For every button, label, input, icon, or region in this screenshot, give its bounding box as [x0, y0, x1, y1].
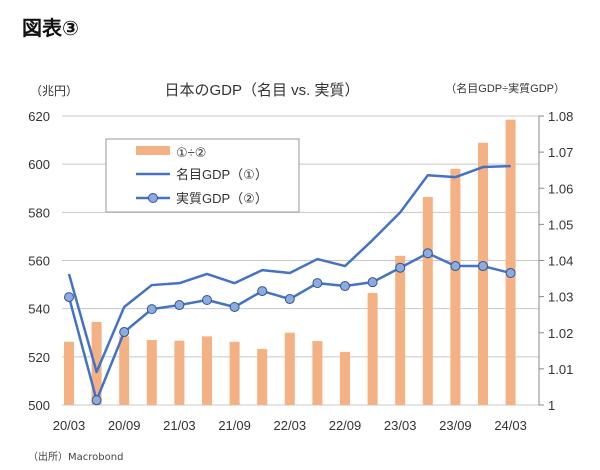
ratio-bar: [505, 119, 516, 406]
real-gdp-marker: [478, 261, 488, 272]
real-gdp-marker: [257, 286, 268, 297]
left-tick-label: 580: [28, 205, 50, 220]
real-gdp-marker: [64, 292, 74, 303]
x-tick-label: 20/03: [53, 418, 86, 433]
x-tick-label: 20/09: [108, 418, 141, 433]
ratio-bar: [146, 339, 157, 405]
source-note: （出所）Macrobond: [28, 452, 124, 463]
x-tick-label: 23/03: [384, 418, 417, 433]
right-tick-label: 1.02: [548, 326, 573, 341]
real-gdp-marker: [340, 281, 350, 292]
ratio-bar: [119, 336, 130, 405]
right-tick-label: 1.03: [548, 290, 573, 305]
right-tick-label: 1: [548, 398, 555, 413]
left-tick-label: 500: [28, 398, 50, 413]
chart-title: 日本のGDP（名目 vs. 実質）: [164, 81, 359, 99]
left-tick-label: 600: [28, 157, 50, 172]
legend-box: [105, 138, 300, 213]
real-gdp-marker: [312, 278, 323, 289]
legend-real-marker: [148, 193, 158, 203]
ratio-bar: [257, 349, 268, 405]
real-gdp-marker: [395, 262, 406, 273]
right-tick-label: 1.08: [548, 109, 573, 124]
legend-label-ratio: ①÷②: [176, 145, 206, 160]
x-tick-label: 21/03: [163, 418, 196, 433]
real-gdp-marker: [229, 301, 240, 312]
ratio-bar: [450, 168, 461, 405]
x-tick-label: 24/03: [494, 418, 527, 433]
ratio-bar: [284, 332, 295, 405]
ratio-bar: [367, 293, 378, 405]
real-gdp-marker: [367, 277, 378, 288]
real-gdp-marker: [422, 248, 433, 259]
real-gdp-marker: [505, 268, 516, 279]
right-tick-label: 1.07: [548, 145, 573, 160]
ratio-bar: [312, 341, 323, 405]
right-tick-label: 1.06: [548, 181, 573, 196]
real-gdp-marker: [450, 261, 461, 272]
left-tick-label: 620: [28, 109, 50, 124]
legend: ①÷② 名目GDP（①） 実質GDP（②）: [105, 138, 300, 213]
left-tick-label: 520: [28, 350, 50, 365]
x-tick-label: 23/09: [439, 418, 472, 433]
ratio-bar: [229, 341, 240, 405]
x-tick-label: 21/09: [218, 418, 251, 433]
ratio-bar: [395, 255, 406, 405]
right-tick-label: 1.05: [548, 217, 573, 232]
real-gdp-marker: [202, 294, 212, 305]
real-gdp-marker: [91, 395, 102, 406]
ratio-bar: [340, 351, 350, 405]
nominal-gdp-line: [67, 164, 511, 374]
legend-bar-swatch: [136, 146, 170, 155]
ratio-bar: [478, 142, 488, 406]
real-gdp-marker: [174, 300, 185, 311]
ratio-bar: [202, 336, 212, 405]
left-tick-label: 560: [28, 254, 50, 269]
figure-label: 図表③: [22, 16, 79, 40]
right-axis-unit: （名目GDP÷実質GDP）: [445, 81, 565, 95]
real-gdp-marker: [119, 327, 130, 338]
legend-label-real: 実質GDP（②）: [176, 191, 268, 206]
left-axis-unit: （兆円）: [30, 84, 78, 98]
left-tick-label: 540: [28, 302, 50, 317]
right-tick-label: 1.04: [548, 254, 573, 269]
legend-label-nominal: 名目GDP（①）: [176, 167, 268, 182]
real-gdp-marker: [284, 294, 295, 305]
ratio-bar: [422, 196, 433, 405]
right-tick-label: 1.01: [548, 362, 573, 377]
ratio-bar: [64, 341, 74, 405]
x-tick-label: 22/09: [329, 418, 362, 433]
ratio-bar: [174, 340, 185, 405]
real-gdp-marker: [146, 304, 157, 315]
ratio-bar: [91, 321, 102, 405]
x-tick-label: 22/03: [274, 418, 307, 433]
